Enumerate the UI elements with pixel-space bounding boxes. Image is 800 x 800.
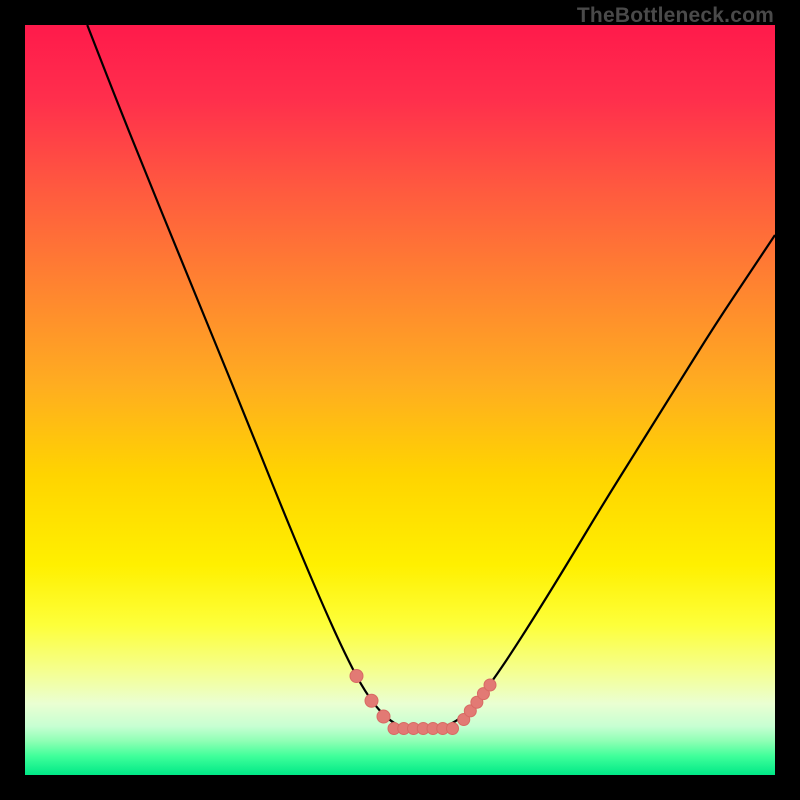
marker-dot xyxy=(484,679,496,691)
marker-dot xyxy=(350,670,363,683)
chart-frame xyxy=(0,0,800,800)
bottleneck-curve xyxy=(87,25,775,730)
marker-dot xyxy=(446,723,458,735)
marker-dot xyxy=(377,710,390,723)
curve-layer xyxy=(25,25,775,775)
marker-group xyxy=(350,670,496,735)
marker-dot xyxy=(365,694,378,707)
watermark-text: TheBottleneck.com xyxy=(577,4,774,28)
plot-area xyxy=(25,25,775,775)
